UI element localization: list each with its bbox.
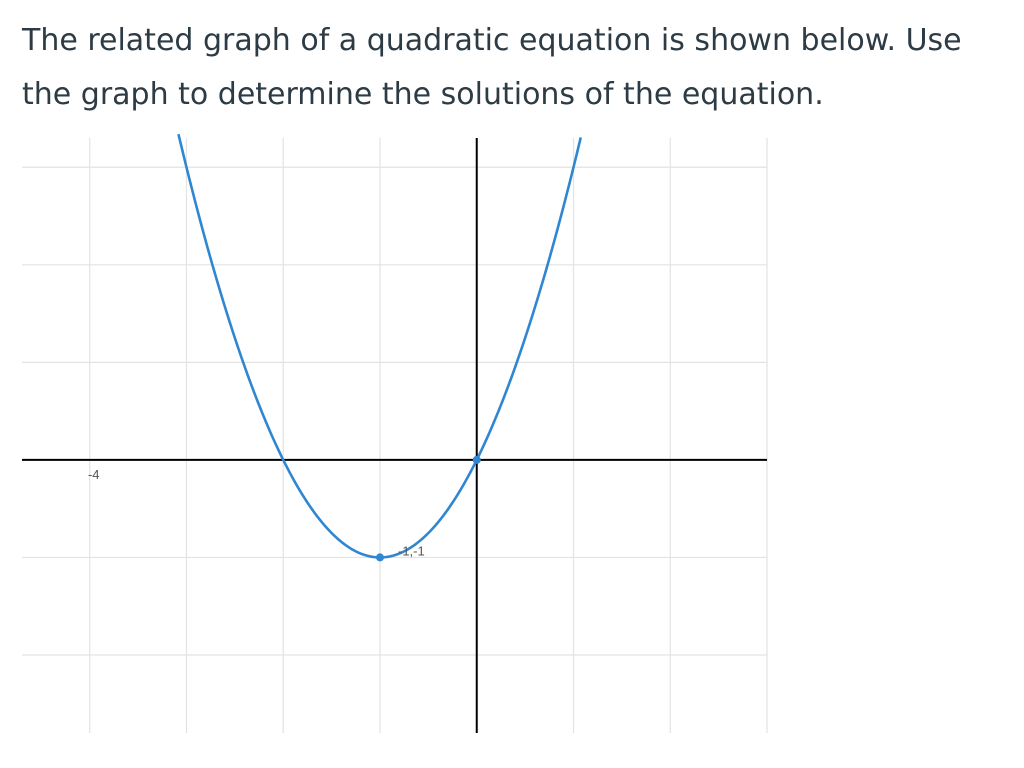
question-text: The related graph of a quadratic equatio…: [22, 23, 962, 112]
points-layer: [375, 455, 481, 562]
axes: [22, 138, 767, 733]
point-label: -1,-1: [398, 543, 425, 558]
point-marker: [375, 553, 384, 562]
grid-lines: [22, 138, 768, 733]
point-marker: [472, 455, 481, 464]
x-tick-label: -4: [88, 467, 100, 482]
labels-layer: -1,-1 -4: [88, 467, 425, 559]
